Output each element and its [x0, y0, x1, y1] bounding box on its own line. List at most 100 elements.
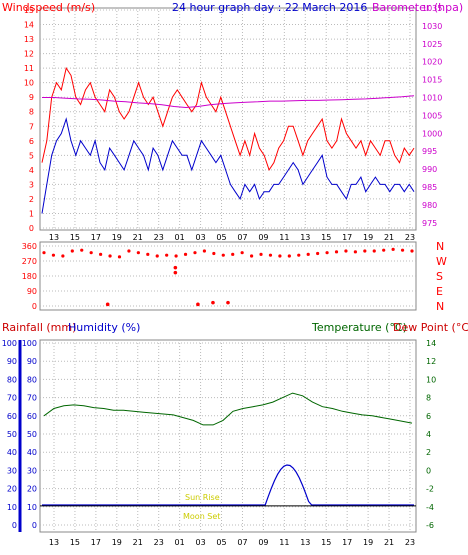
temp-left-ticks: 0 0 10 10 20 20 30 30 40 40 50 50 60 60 70 70 80 80 90 90 10…: [2, 339, 37, 530]
wind-left-tick: 15: [24, 6, 34, 15]
direction-point: [325, 251, 329, 255]
chart-title: 24 hour graph day : 22 March 2016: [172, 1, 367, 14]
temperature-tick: 6: [426, 412, 431, 421]
direction-point: [268, 253, 273, 257]
wind-x-tick: 07: [237, 233, 247, 242]
direction-point: [165, 253, 169, 257]
humidity-label: Humidity (%): [68, 321, 140, 334]
temp-right-ticks: -6 -4 -2 0 2 4 6 8 10 12 14: [426, 339, 436, 530]
wind-x-tick: 17: [342, 233, 352, 242]
temperature-tick: -6: [426, 521, 434, 530]
wind-x-tick: 01: [175, 233, 185, 242]
barometer-tick: 1015: [422, 76, 442, 85]
dewpoint-label: Dew Point (°C): [393, 321, 468, 334]
direction-point: [89, 251, 93, 255]
temp-x-tick: 13: [49, 538, 59, 547]
rain-tick: 30: [7, 466, 17, 475]
direction-point: [391, 247, 395, 251]
direction-point: [259, 252, 263, 256]
wind-x-tick: 13: [49, 233, 59, 242]
wind-left-tick: 3: [29, 180, 34, 189]
direction-left-ticks: 0 90 180 270 360: [22, 242, 37, 311]
wind-left-tick: 10: [24, 79, 34, 88]
temp-x-tick: 05: [216, 538, 226, 547]
direction-point: [80, 248, 84, 252]
wind-grid: [40, 8, 416, 230]
temp-x-tick: 21: [384, 538, 394, 547]
direction-point: [202, 249, 207, 253]
direction-point: [306, 252, 310, 256]
direction-left-tick: 180: [22, 272, 37, 281]
direction-left-tick: 270: [22, 257, 37, 266]
temperature-tick: 14: [426, 339, 436, 348]
direction-point: [136, 251, 140, 255]
wind-x-tick: 09: [258, 233, 268, 242]
temp-grid: [40, 340, 416, 532]
humidity-tick: 100: [22, 339, 37, 348]
direction-outlier: [226, 300, 230, 305]
direction-point: [410, 249, 414, 253]
temp-panel: [39, 339, 417, 533]
direction-point: [287, 254, 291, 258]
temperature-tick: 4: [426, 430, 431, 439]
humidity-tick: 40: [27, 448, 37, 457]
temperature-tick: -2: [426, 485, 434, 494]
temperature-tick: 8: [426, 394, 431, 403]
humidity-tick: 20: [27, 485, 37, 494]
barometer-tick: 990: [422, 165, 437, 174]
direction-point: [174, 254, 178, 258]
rain-tick: 80: [7, 375, 17, 384]
wind-left-tick: 9: [29, 93, 34, 102]
humidity-tick: 50: [27, 430, 37, 439]
compass-label: E: [436, 285, 443, 298]
temp-x-tick: 23: [405, 538, 415, 547]
direction-left-tick: 0: [32, 302, 37, 311]
direction-point: [297, 253, 301, 257]
temp-x-tick: 01: [175, 538, 185, 547]
wind-left-tick: 1: [29, 209, 34, 218]
rain-tick: 10: [7, 503, 17, 512]
direction-outlier: [196, 302, 200, 307]
temp-x-ticks: 13 15 17 19 21 23 01 03 05 07 09 11 13 15 17 19 21 23: [49, 538, 415, 547]
temp-x-tick: 15: [70, 538, 80, 547]
wind-left-tick: 6: [29, 137, 34, 146]
direction-point: [240, 251, 244, 255]
temp-x-tick: 21: [133, 538, 143, 547]
barometer-tick: 1005: [422, 111, 442, 120]
direction-point: [382, 248, 386, 252]
direction-point: [183, 252, 188, 256]
direction-point: [51, 253, 56, 257]
compass-label: S: [436, 270, 443, 283]
compass-label: N: [436, 300, 444, 313]
temp-x-tick: 03: [195, 538, 205, 547]
barometer-tick: 985: [422, 183, 437, 192]
direction-point: [372, 249, 376, 253]
wind-x-tick: 15: [321, 233, 331, 242]
direction-points: [42, 247, 414, 307]
wind-right-ticks: 975 980 985 990 995 1000 1005 1010 1015 1020 1025 1…: [422, 4, 442, 228]
humidity-tick: 10: [27, 503, 37, 512]
wind-left-tick: 7: [29, 122, 34, 131]
direction-point: [193, 251, 197, 255]
barometer-axis-label: Barometer (hpa): [372, 1, 463, 14]
direction-point: [334, 250, 339, 254]
direction-point: [221, 253, 225, 257]
direction-outlier: [105, 302, 110, 307]
series-avg: [41, 117, 415, 214]
rain-tick: 50: [7, 430, 17, 439]
direction-left-tick: 360: [22, 242, 37, 251]
rain-tick: 0: [12, 521, 17, 530]
direction-point: [316, 251, 320, 256]
wind-left-tick: 14: [24, 21, 34, 30]
wind-left-tick: 8: [29, 108, 34, 117]
sunrise-annotation: Sun Rise: [185, 493, 220, 502]
wind-x-tick: 05: [216, 233, 226, 242]
wind-x-tick: 17: [91, 233, 101, 242]
temp-x-tick: 15: [321, 538, 331, 547]
rain-tick: 90: [7, 357, 17, 366]
direction-point: [363, 249, 367, 253]
temperature-tick: 10: [426, 375, 436, 384]
temp-x-tick: 19: [112, 538, 122, 547]
direction-point: [108, 254, 112, 258]
